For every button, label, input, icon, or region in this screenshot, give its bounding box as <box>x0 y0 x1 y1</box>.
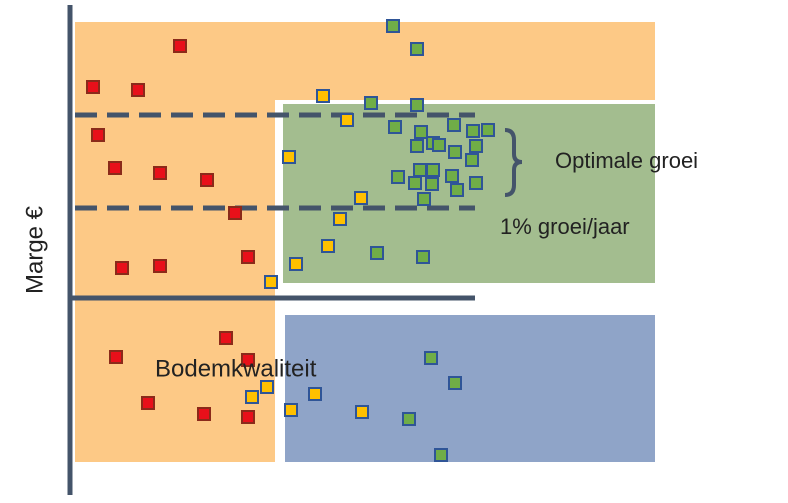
point <box>115 261 129 275</box>
point <box>408 176 422 190</box>
point <box>386 19 400 33</box>
point <box>340 113 354 127</box>
point <box>416 250 430 264</box>
blue-zone <box>285 315 655 462</box>
point <box>448 376 462 390</box>
point <box>355 405 369 419</box>
point <box>197 407 211 421</box>
point <box>481 123 495 137</box>
point <box>173 39 187 53</box>
soil-label: Bodemkwaliteit <box>155 355 317 382</box>
point <box>153 166 167 180</box>
point <box>364 96 378 110</box>
point <box>241 250 255 264</box>
point <box>432 138 446 152</box>
point <box>289 257 303 271</box>
point <box>413 163 427 177</box>
point <box>466 124 480 138</box>
point <box>91 128 105 142</box>
point <box>241 410 255 424</box>
optimal-label: Optimale groei <box>555 148 698 173</box>
point <box>228 206 242 220</box>
point <box>108 161 122 175</box>
point <box>469 176 483 190</box>
point <box>469 139 483 153</box>
point <box>388 120 402 134</box>
orange-column <box>75 100 275 462</box>
point <box>445 169 459 183</box>
points <box>86 19 495 462</box>
point <box>109 350 123 364</box>
point <box>414 125 428 139</box>
point <box>245 390 259 404</box>
point <box>131 83 145 97</box>
point <box>316 89 330 103</box>
orange-band <box>75 22 655 100</box>
point <box>284 403 298 417</box>
point <box>410 139 424 153</box>
point <box>425 177 439 191</box>
bracket <box>504 128 523 197</box>
point <box>153 259 167 273</box>
point <box>417 192 431 206</box>
axis-label: Marge € <box>21 205 48 294</box>
point <box>448 145 462 159</box>
point <box>241 353 255 367</box>
point <box>402 412 416 426</box>
point <box>424 351 438 365</box>
point <box>391 170 405 184</box>
point <box>465 153 479 167</box>
point <box>264 275 278 289</box>
point <box>447 118 461 132</box>
point <box>308 387 322 401</box>
point <box>410 98 424 112</box>
point <box>434 448 448 462</box>
point <box>354 191 368 205</box>
point <box>200 173 214 187</box>
point <box>333 212 347 226</box>
point <box>370 246 384 260</box>
point <box>282 150 296 164</box>
point <box>450 183 464 197</box>
point <box>219 331 233 345</box>
point <box>321 239 335 253</box>
point <box>260 380 274 394</box>
point <box>426 163 440 177</box>
growth-label: 1% groei/jaar <box>500 214 630 239</box>
point <box>86 80 100 94</box>
point <box>410 42 424 56</box>
point <box>141 396 155 410</box>
